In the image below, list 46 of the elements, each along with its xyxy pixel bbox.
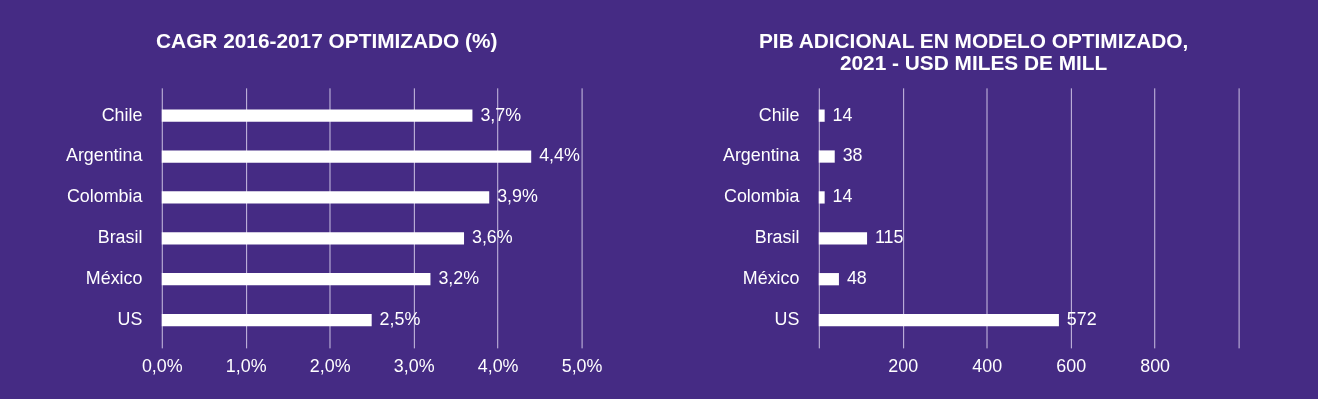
bar bbox=[818, 150, 835, 163]
bar bbox=[818, 273, 839, 286]
bar bbox=[818, 191, 825, 204]
x-tick-label: 800 bbox=[1140, 356, 1171, 377]
data-label: 14 bbox=[832, 186, 853, 207]
x-tick-label: 2,0% bbox=[309, 356, 351, 377]
data-label: 3,6% bbox=[471, 227, 513, 248]
bar bbox=[161, 191, 490, 204]
data-label: 3,7% bbox=[480, 104, 522, 125]
x-tick-label: 200 bbox=[888, 356, 919, 377]
bar bbox=[818, 232, 868, 245]
chart-title: CAGR 2016-2017 OPTIMIZADO (%) bbox=[156, 29, 498, 53]
x-tick-label: 4,0% bbox=[477, 356, 519, 377]
data-label: 3,9% bbox=[497, 186, 538, 207]
bar bbox=[161, 150, 532, 163]
x-tick-label: 600 bbox=[1056, 356, 1087, 377]
y-tick-label: Brasil bbox=[754, 227, 800, 248]
bar bbox=[818, 109, 825, 122]
y-tick-label: US bbox=[117, 309, 143, 330]
data-label: 48 bbox=[846, 268, 867, 289]
x-tick-label: 1,0% bbox=[225, 356, 267, 377]
data-label: 115 bbox=[875, 227, 904, 248]
x-tick-label: 5,0% bbox=[561, 356, 603, 377]
data-label: 38 bbox=[842, 145, 863, 166]
data-label: 14 bbox=[832, 104, 853, 125]
bar bbox=[818, 313, 1059, 327]
chart-title: PIB ADICIONAL EN MODELO OPTIMIZADO, 2021 - USD MILES DE MILL bbox=[758, 29, 1189, 74]
x-tick-label: 0,0% bbox=[141, 356, 183, 377]
y-tick-label: US bbox=[774, 309, 800, 330]
y-tick-label: Brasil bbox=[97, 227, 143, 248]
y-tick-label: Colombia bbox=[723, 186, 800, 207]
y-tick-label: México bbox=[742, 268, 800, 289]
y-tick-label: Chile bbox=[101, 104, 143, 125]
bar bbox=[161, 232, 465, 245]
data-label: 4,4% bbox=[539, 145, 580, 166]
bar bbox=[161, 313, 372, 327]
y-tick-label: Chile bbox=[758, 104, 800, 125]
bar bbox=[161, 109, 473, 122]
data-label: 3,2% bbox=[438, 268, 480, 289]
y-tick-label: México bbox=[85, 268, 143, 289]
x-tick-label: 400 bbox=[972, 356, 1003, 377]
y-tick-label: Argentina bbox=[722, 145, 800, 166]
x-tick-label: 3,0% bbox=[393, 356, 435, 377]
y-tick-label: Argentina bbox=[65, 145, 143, 166]
y-tick-label: Colombia bbox=[66, 186, 143, 207]
bar bbox=[161, 273, 431, 286]
